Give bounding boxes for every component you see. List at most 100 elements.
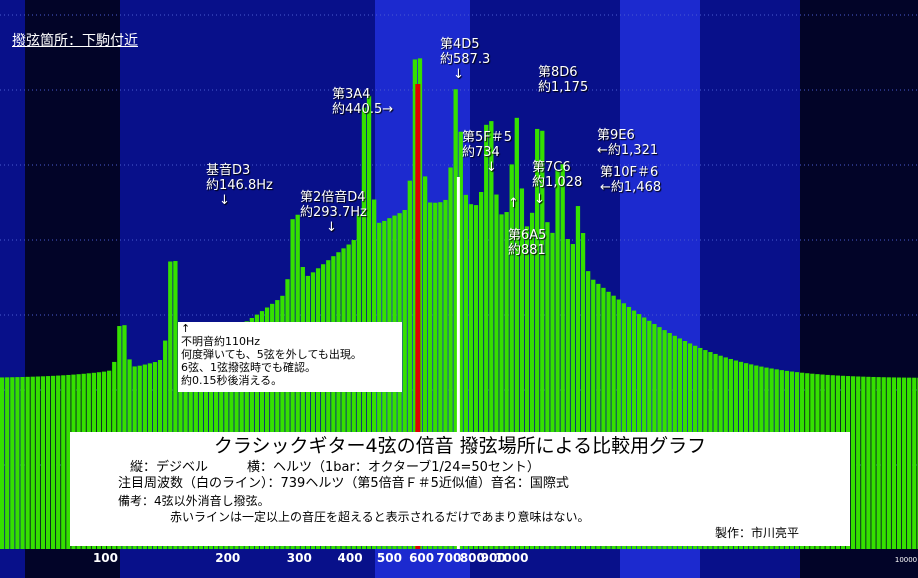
spectrum-bar xyxy=(346,244,351,549)
spectrum-bar xyxy=(448,167,453,550)
spectrum-bar xyxy=(422,176,428,549)
spectrum-bar xyxy=(514,117,519,549)
spectrum-bar xyxy=(861,376,866,549)
remark-line: 赤いラインは一定以上の音圧を超えると表示されるだけであまり意味はない。 xyxy=(170,510,590,524)
spectrum-bar xyxy=(305,275,311,549)
spectrum-bar xyxy=(61,375,66,549)
x-tick-label: 900 xyxy=(480,551,506,565)
spectrum-bar xyxy=(280,295,285,549)
spectrum-bar xyxy=(504,212,509,549)
spectrum-bar xyxy=(631,310,637,549)
spectrum-bar xyxy=(25,376,30,549)
note-line: 6弦、1弦撥弦時でも確認。 xyxy=(181,361,316,374)
spectrum-bar xyxy=(45,376,51,549)
focus-frequency: 注目周波数（白のライン）：739ヘルツ（第5倍音Ｆ＃5近似値）音名：国際式 xyxy=(118,476,569,491)
annotation-6th-harmonic: 第6A5 約881 xyxy=(508,228,547,258)
red-threshold-line xyxy=(415,84,421,549)
spectrum-bar xyxy=(519,188,525,549)
spectrum-bar xyxy=(550,232,555,549)
annotation-4th-harmonic: 第4D5 約587.3 ↓ xyxy=(440,37,491,82)
spectrum-bar xyxy=(876,377,881,549)
note-line: 不明音約110Hz xyxy=(181,335,261,348)
spectrum-bar xyxy=(35,376,40,549)
x-tick-label: 400 xyxy=(337,551,363,565)
spectrum-bar xyxy=(586,271,591,549)
arrow-6th-harmonic: ↑ xyxy=(508,196,519,211)
spectrum-bar xyxy=(850,376,856,549)
spectrum-bar xyxy=(907,377,912,549)
spectrum-bar xyxy=(891,377,897,549)
spectrum-bar xyxy=(40,376,46,549)
arrow-5th-harmonic: ↓ xyxy=(486,160,497,175)
x-tick-label: 500 xyxy=(376,551,402,565)
spectrum-bar xyxy=(606,291,611,549)
x-tick-label: 800 xyxy=(459,551,485,565)
spectrum-bar xyxy=(886,377,891,549)
x-tick-label: 600 xyxy=(409,551,435,565)
annotation-8th-harmonic: 第8D6 約1,175 xyxy=(538,65,589,95)
annotation-2nd-harmonic: 第2倍音D4 約293.7Hz ↓ xyxy=(300,190,367,235)
spectrum-bar xyxy=(20,376,25,549)
spectrum-bar xyxy=(310,272,316,549)
spectrum-bar xyxy=(565,238,570,549)
annotation-fundamental: 基音D3 約146.8Hz ↓ xyxy=(206,163,273,208)
spectrum-bar xyxy=(10,377,15,549)
spectrum-bar xyxy=(560,164,565,549)
spectrum-bar xyxy=(636,314,642,549)
spectrum-bar xyxy=(168,261,173,549)
location-title: 撥弦箇所：下駒付近 xyxy=(12,33,138,49)
spectrum-bar xyxy=(601,287,606,549)
spectrum-bar xyxy=(56,375,61,549)
chart-title: クラシックギター4弦の倍音 撥弦場所による比較用グラフ xyxy=(213,435,707,457)
credit: 製作：市川亮平 xyxy=(715,526,800,540)
note-line: 何度弾いても、5弦を外しても出現。 xyxy=(181,348,362,361)
spectrum-bar xyxy=(575,206,581,549)
x-tick-label: 700 xyxy=(436,551,462,565)
annotation-3rd-harmonic: 第3A4 約440.5→ xyxy=(332,87,394,117)
spectrum-bar xyxy=(428,202,433,550)
spectrum-bar xyxy=(30,376,35,549)
arrow-7th-harmonic: ↓ xyxy=(534,192,545,207)
annotation-7th-harmonic: 第7C6 約1,028 xyxy=(532,160,583,190)
spectrum-bar xyxy=(331,256,336,549)
spectrum-bar xyxy=(5,377,10,549)
unknown-tone-note: ↑ 不明音約110Hz 何度弾いても、5弦を外しても出現。 6弦、1弦撥弦時でも… xyxy=(178,322,402,392)
x-tick-label: 1000 xyxy=(495,551,529,565)
x-tick-label: 300 xyxy=(286,551,312,565)
spectrum-bar xyxy=(443,199,448,549)
x-tick-label: 100 xyxy=(92,551,118,565)
spectrum-bar xyxy=(484,124,489,549)
x-tick-label: 200 xyxy=(215,551,241,565)
spectrum-bar xyxy=(300,267,305,549)
spectrum-bar xyxy=(402,209,407,549)
spectrum-bar xyxy=(866,376,871,549)
spectrum-bar xyxy=(321,264,326,549)
spectrum-bar xyxy=(351,240,356,550)
spectrum-bar xyxy=(433,202,438,549)
spectrum-bar xyxy=(285,279,290,549)
spectrum-bar xyxy=(473,205,479,549)
info-box: クラシックギター4弦の倍音 撥弦場所による比較用グラフ 縦：デジベル 横：ヘルツ… xyxy=(70,432,850,546)
spectrum-bar xyxy=(254,314,260,549)
spectrum-bar xyxy=(407,180,412,549)
spectrum-bar xyxy=(453,89,458,549)
spectrum-bar xyxy=(499,214,504,550)
spectrum-bar xyxy=(535,128,540,549)
spectrum-bar xyxy=(591,279,596,549)
annotation-9th-harmonic: 第9E6 ←約1,321 xyxy=(597,128,659,158)
note-line: 約0.15秒後消える。 xyxy=(181,374,283,387)
annotation-5th-harmonic: 第5F＃5 約734 xyxy=(462,130,513,160)
spectrum-bar xyxy=(458,131,463,550)
spectrum-bar xyxy=(611,295,616,549)
spectrum-bar xyxy=(524,226,530,549)
spectrum-bar xyxy=(626,306,632,549)
spectrum-bar xyxy=(529,212,535,549)
spectrum-bar xyxy=(580,233,586,549)
spectrum-bar xyxy=(173,261,178,549)
spectrum-bar xyxy=(896,377,902,549)
spectrum-bar xyxy=(478,192,484,549)
spectrum-bar xyxy=(570,244,576,549)
spectrum-bar xyxy=(412,59,418,549)
spectrum-bar xyxy=(871,376,876,549)
